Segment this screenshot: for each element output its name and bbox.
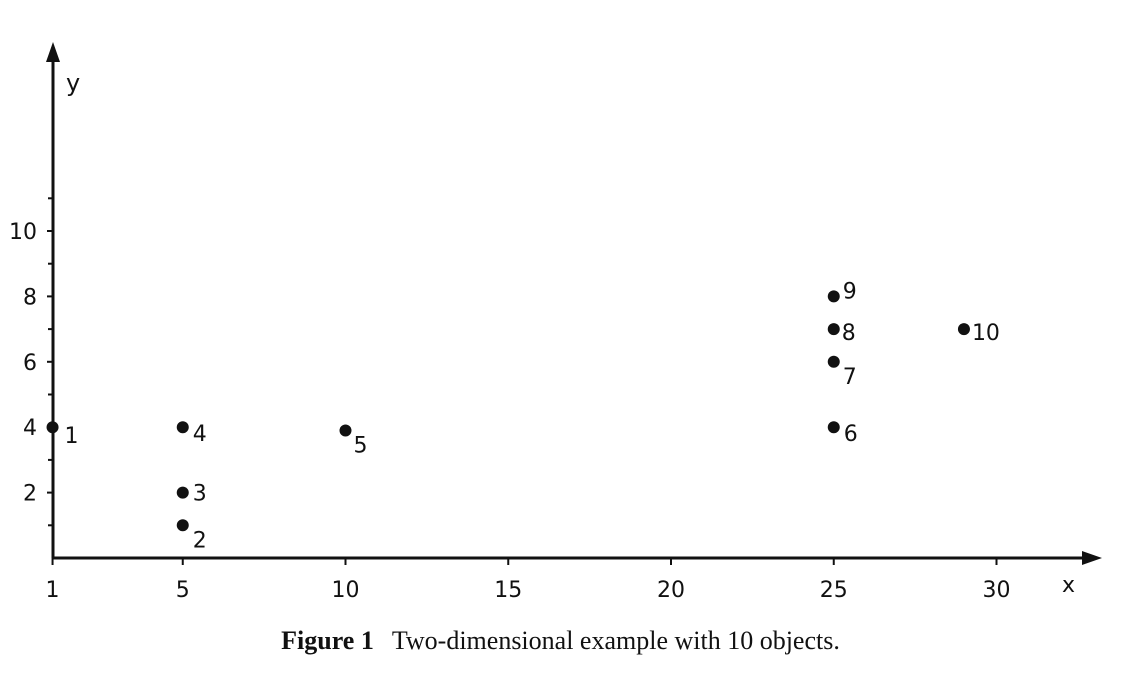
- data-point-label-6: 6: [844, 422, 858, 447]
- data-points: 1 2 3 4 5 6 7 8 9 10: [46, 279, 1000, 553]
- x-tick-label: 1: [46, 578, 60, 603]
- figure-caption: Figure 1 Two-dimensional example with 10 …: [0, 626, 1121, 656]
- x-tick-label: 30: [983, 578, 1011, 603]
- caption-label: Figure 1: [281, 626, 374, 655]
- data-point-label-9: 9: [843, 279, 857, 304]
- data-point-label-5: 5: [354, 433, 368, 458]
- data-point-label-8: 8: [842, 321, 856, 346]
- x-tick-label: 15: [494, 578, 522, 603]
- data-point-1: [46, 421, 59, 434]
- y-tick-label: 8: [23, 285, 37, 310]
- y-tick-label: 6: [23, 351, 37, 376]
- data-point-label-3: 3: [193, 482, 207, 507]
- data-point-label-10: 10: [972, 321, 1000, 346]
- x-tick-label: 10: [332, 578, 360, 603]
- caption-text: Two-dimensional example with 10 objects.: [391, 626, 840, 655]
- x-tick-label: 25: [820, 578, 848, 603]
- data-point-label-2: 2: [193, 528, 207, 553]
- data-point-7: [827, 355, 840, 368]
- data-point-2: [176, 519, 189, 532]
- data-point-9: [827, 290, 840, 303]
- y-tick-label: 10: [9, 220, 37, 245]
- y-tick-label: 4: [23, 416, 37, 441]
- y-tick-label: 2: [23, 482, 37, 507]
- data-point-label-1: 1: [65, 424, 79, 449]
- y-axis-label: y: [66, 69, 80, 97]
- y-axis-arrowhead: [46, 42, 60, 62]
- data-point-5: [339, 424, 352, 437]
- axes: xy: [46, 42, 1102, 598]
- data-point-label-7: 7: [843, 365, 857, 390]
- data-point-6: [827, 421, 840, 434]
- x-axis-arrowhead: [1082, 551, 1102, 565]
- data-point-4: [176, 421, 189, 434]
- x-tick-label: 20: [657, 578, 685, 603]
- data-point-8: [827, 323, 840, 336]
- data-point-3: [176, 486, 189, 499]
- x-tick-label: 5: [176, 578, 190, 603]
- data-point-label-4: 4: [193, 422, 207, 447]
- x-axis-label: x: [1062, 573, 1075, 598]
- data-point-10: [957, 323, 970, 336]
